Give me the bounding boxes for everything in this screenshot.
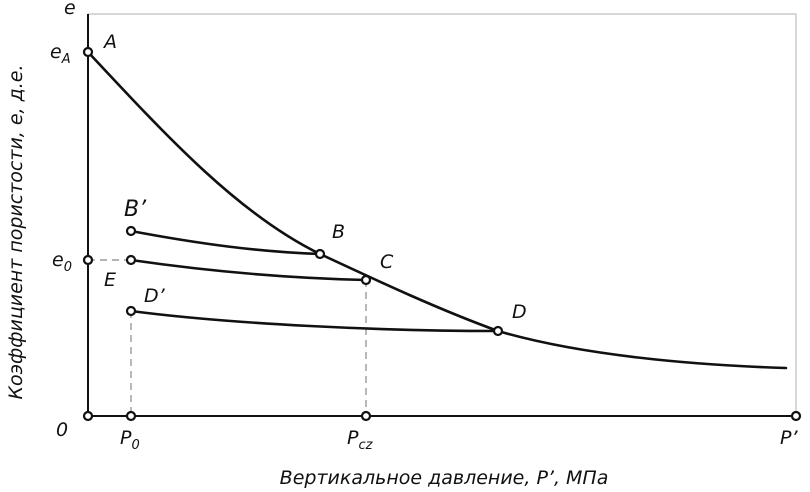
tick-p0-main: P — [120, 427, 132, 449]
tick-p0: P0 — [120, 427, 140, 453]
tick-ea: eA — [50, 41, 71, 67]
point-p-end-marker — [790, 410, 802, 422]
y-axis-top-label: е — [64, 0, 76, 19]
label-c: C — [380, 251, 394, 273]
tick-ea-sub: A — [61, 52, 71, 67]
label-b-prime: B’ — [124, 197, 147, 222]
label-d: D — [512, 301, 527, 323]
origin-label: 0 — [56, 419, 68, 441]
point-e-marker — [125, 254, 137, 266]
point-d-marker — [492, 325, 504, 337]
branch-b-prime-b — [129, 229, 322, 256]
tick-e0: e0 — [52, 249, 72, 275]
compression-curve — [86, 50, 788, 370]
tick-pcz: Pcz — [347, 427, 374, 453]
y-axis-title: Коэффициент пористости, е, д.е. — [5, 64, 27, 399]
label-a: A — [102, 31, 117, 53]
point-p0-marker — [125, 410, 137, 422]
point-b-prime-marker — [125, 225, 137, 237]
tick-e0-sub: 0 — [64, 260, 72, 275]
branch-e-c — [129, 258, 368, 282]
point-pcz-marker — [360, 410, 372, 422]
label-d-prime: D’ — [144, 285, 166, 307]
label-b: B — [332, 221, 345, 243]
plot-frame — [87, 13, 797, 417]
point-d-prime-marker — [125, 305, 137, 317]
point-origin-marker — [82, 410, 94, 422]
point-e0-axis-marker — [82, 254, 94, 266]
x-axis-title: Вертикальное давление, P’, МПа — [280, 467, 609, 489]
tick-p-end: P’ — [780, 427, 798, 449]
point-a-marker — [82, 46, 94, 58]
tick-ea-main: e — [50, 41, 62, 63]
point-b-marker — [314, 248, 326, 260]
tick-p0-sub: 0 — [131, 438, 139, 453]
tick-pcz-main: P — [347, 427, 359, 449]
tick-e0-main: e — [52, 249, 64, 271]
label-e: E — [104, 269, 116, 291]
point-c-marker — [360, 274, 372, 286]
tick-pcz-sub: cz — [358, 438, 373, 453]
branch-d-prime-d — [129, 309, 500, 333]
